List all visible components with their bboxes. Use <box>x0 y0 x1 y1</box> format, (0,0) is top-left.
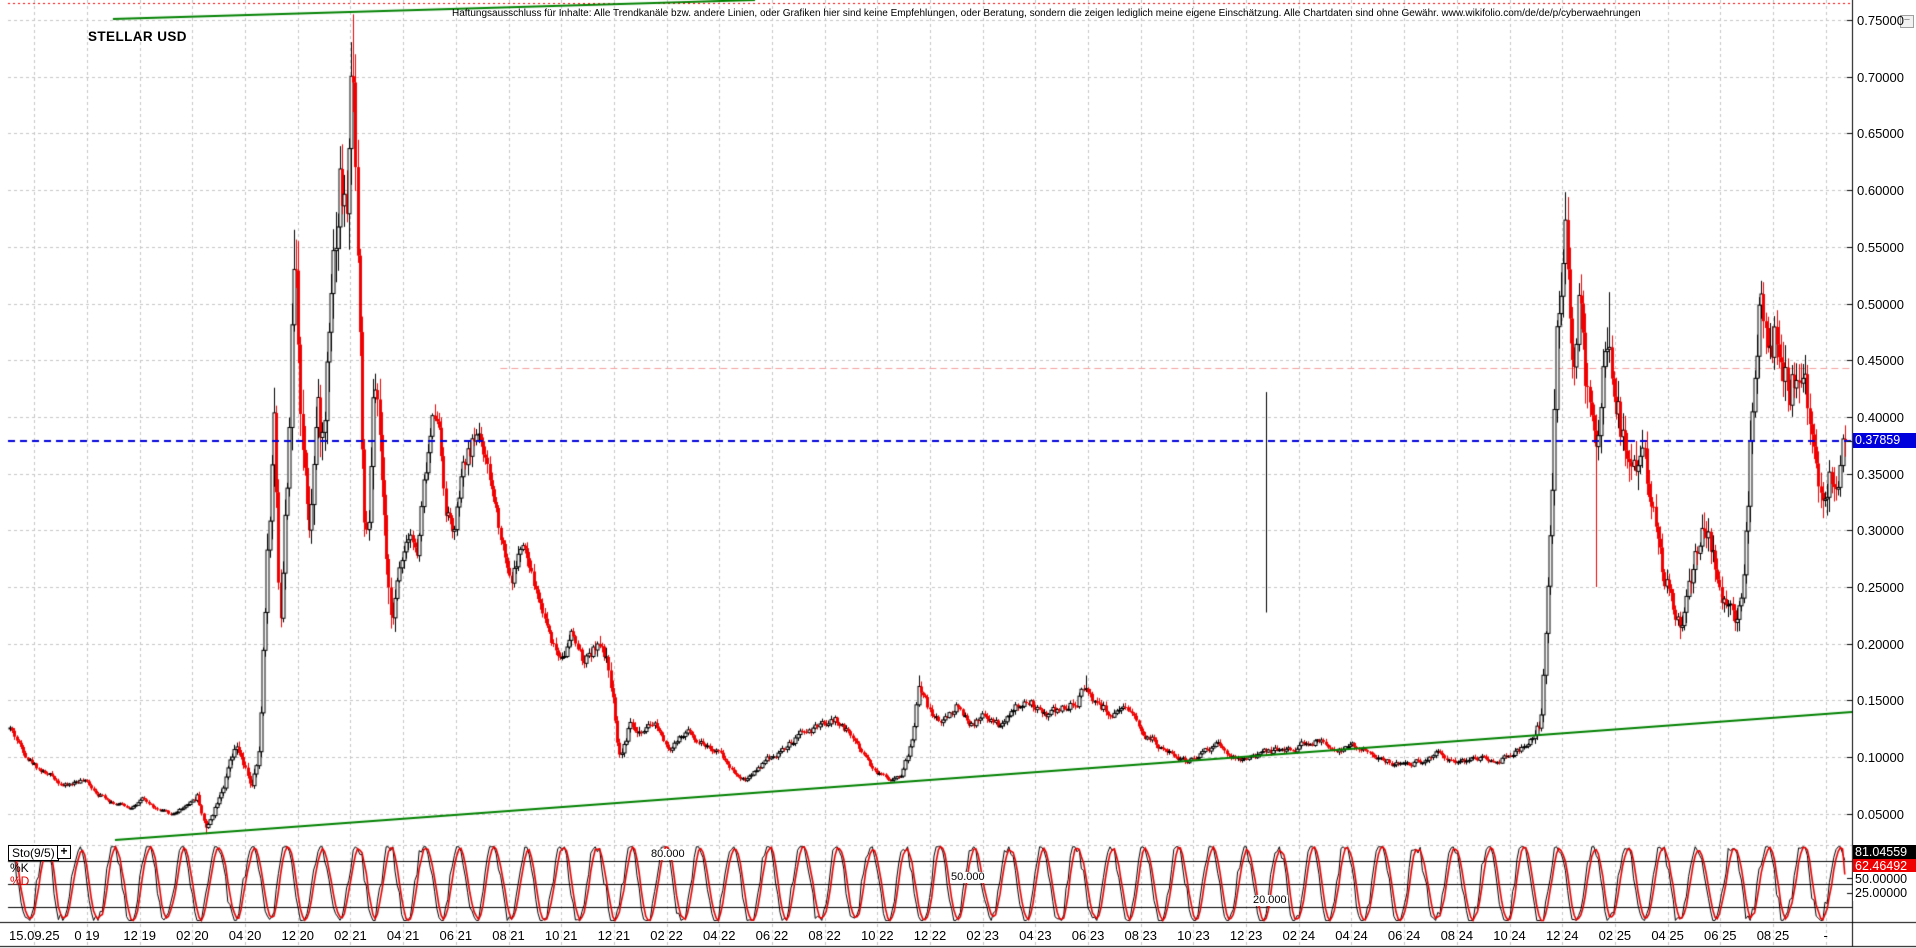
x-tick-label: 08 22 <box>808 928 841 943</box>
price-tick-label: 0.70000 <box>1857 69 1904 85</box>
price-tick-label: 0.25000 <box>1857 580 1904 595</box>
x-tick-label: 04 20 <box>228 928 262 943</box>
x-tick-label: 08 23 <box>1124 928 1158 943</box>
x-tick-label: 02 25 <box>1598 928 1632 943</box>
minimize-icon[interactable]: − <box>1900 15 1914 28</box>
x-tick-label: 10 21 <box>544 928 578 943</box>
x-tick-label: 02 22 <box>650 928 683 943</box>
x-tick-label: 15.09.25 <box>9 928 60 943</box>
price-tick-label: 0.55000 <box>1857 239 1904 255</box>
price-tick-label: 0.45000 <box>1857 353 1904 369</box>
x-tick-label: - <box>1823 928 1828 943</box>
x-tick-label: 06 25 <box>1704 928 1737 943</box>
current-price-badge: 0.37859 <box>1853 433 1916 448</box>
x-tick-label: 06 21 <box>439 928 473 943</box>
d-value-badge: 62.46492 <box>1853 859 1916 874</box>
x-tick-label: 0 19 <box>74 928 100 943</box>
x-tick-label: 12 21 <box>597 928 631 943</box>
sto-level-label: 80.000 <box>650 848 686 861</box>
price-tick-label: 0.30000 <box>1857 523 1904 539</box>
x-tick-label: 12 19 <box>123 928 156 943</box>
x-tick-label: 12 23 <box>1229 928 1263 943</box>
x-tick-label: 08 21 <box>492 928 525 943</box>
price-tick-label: 0.50000 <box>1857 296 1904 312</box>
x-tick-label: 04 25 <box>1651 928 1684 943</box>
k-value-badge: 81.04559 <box>1853 845 1916 860</box>
x-tick-label: 08 25 <box>1756 928 1790 943</box>
indicator-name-box[interactable]: Sto(9/5) <box>8 845 59 861</box>
x-tick-label: 02 24 <box>1282 928 1316 943</box>
price-tick-label: 0.75000 <box>1857 13 1904 28</box>
x-tick-label: 06 23 <box>1071 928 1105 943</box>
x-tick-label: 04 23 <box>1019 928 1052 943</box>
price-tick-label: 0.15000 <box>1857 693 1904 709</box>
k-series-label: %K <box>10 861 29 875</box>
x-tick-label: 12 20 <box>281 928 315 943</box>
sto-axis-25: 25.00000 <box>1853 886 1916 901</box>
page-title: STELLAR USD <box>88 29 187 44</box>
x-tick-label: 06 24 <box>1387 928 1421 943</box>
sto-axis-50: 50.00000 <box>1853 872 1916 887</box>
x-tick-label: 10 23 <box>1177 928 1210 943</box>
x-tick-label: 02 21 <box>334 928 367 943</box>
disclaimer-text: Haftungsausschluss für Inhalte: Alle Tre… <box>452 8 1641 19</box>
price-tick-label: 0.40000 <box>1857 409 1904 425</box>
indicator-expand-icon[interactable]: + <box>57 845 71 859</box>
x-tick-label: 04 24 <box>1335 928 1368 943</box>
price-tick-label: 0.60000 <box>1857 183 1904 199</box>
x-tick-label: 04 21 <box>386 928 420 943</box>
x-tick-label: 12 24 <box>1545 928 1579 943</box>
x-tick-label: 10 24 <box>1493 928 1526 943</box>
price-tick-label: 0.65000 <box>1857 126 1904 142</box>
price-tick-label: 0.10000 <box>1857 750 1904 766</box>
x-tick-label: 04 22 <box>702 928 736 943</box>
d-series-label: %D <box>10 874 30 888</box>
x-tick-label: 08 24 <box>1440 928 1474 943</box>
x-tick-label: 02 23 <box>966 928 999 943</box>
price-tick-label: 0.05000 <box>1857 806 1904 822</box>
price-tick-label: 0.20000 <box>1857 636 1904 652</box>
price-tick-label: 0.35000 <box>1857 466 1904 482</box>
x-tick-label: 06 22 <box>755 928 789 943</box>
x-tick-label: 10 22 <box>861 928 894 943</box>
x-tick-label: 02 20 <box>176 928 209 943</box>
sto-level-label: 50.000 <box>950 871 986 883</box>
sto-level-label: 20.000 <box>1252 893 1288 906</box>
x-tick-label: 12 22 <box>913 928 947 943</box>
